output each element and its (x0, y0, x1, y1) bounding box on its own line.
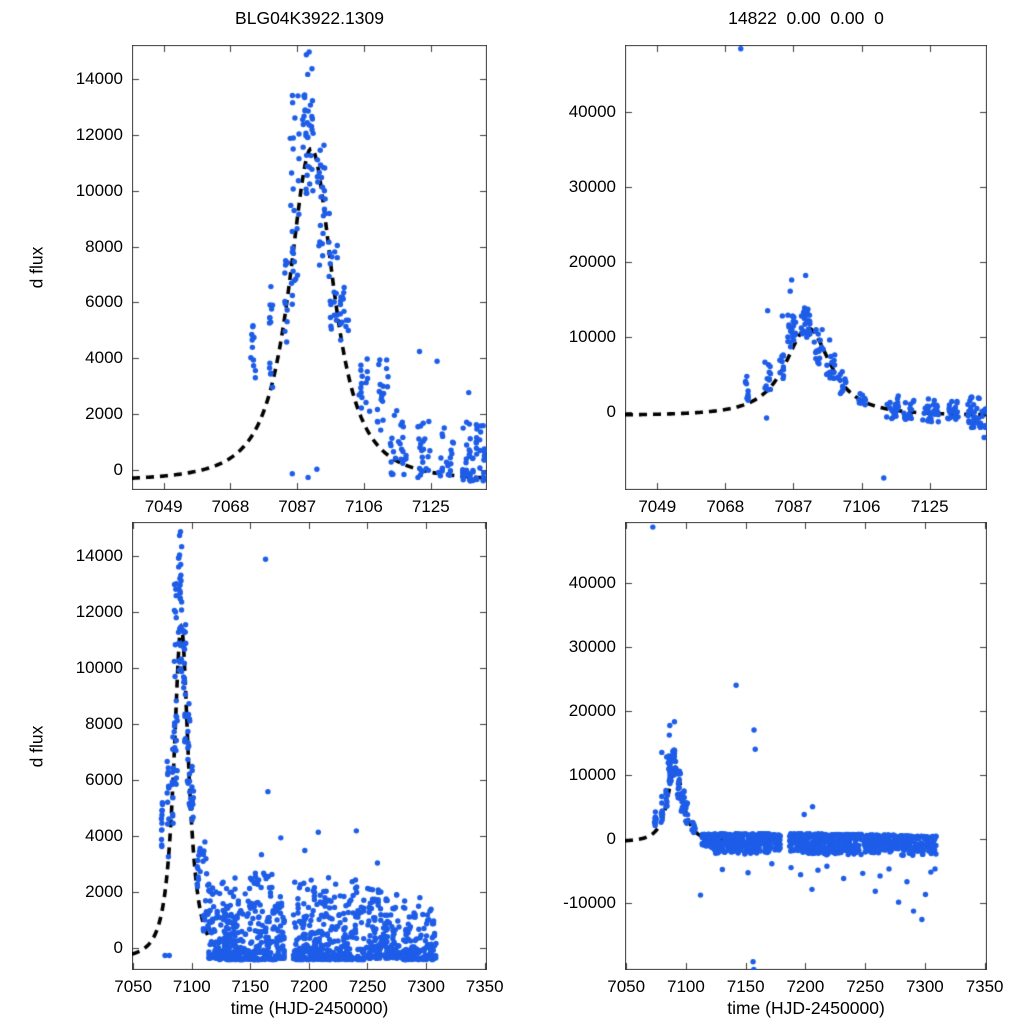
y-tick-label: -10000 (563, 892, 616, 912)
plot-canvas-top-left (132, 45, 487, 490)
x-tick-label: 7106 (842, 497, 881, 516)
x-tick-label: 7350 (465, 977, 504, 996)
x-tick-label: 7300 (905, 977, 944, 996)
y-tick-label: 30000 (568, 176, 616, 196)
x-tick-label: 7350 (965, 977, 1004, 996)
x-tick-label: 7049 (638, 497, 677, 516)
x-tick-label: 7087 (278, 497, 317, 516)
y-tick-label: 14000 (75, 68, 123, 88)
x-tick-label: 7150 (231, 977, 270, 996)
x-axis-label-bottom-left: time (HJD-2450000) (230, 998, 389, 1018)
x-tick-label: 7049 (144, 497, 183, 516)
y-tick-label: 10000 (75, 180, 123, 200)
plot-canvas-bottom-right (625, 522, 987, 970)
y-tick-label: 12000 (75, 602, 123, 622)
y-tick-label: 20000 (568, 700, 616, 720)
x-tick-label: 7050 (607, 977, 646, 996)
x-tick-label: 7125 (910, 497, 949, 516)
x-tick-label: 7087 (774, 497, 813, 516)
x-tick-label: 7100 (172, 977, 211, 996)
y-tick-label: 20000 (568, 251, 616, 271)
y-tick-label: 14000 (75, 546, 123, 566)
x-tick-label: 7068 (706, 497, 745, 516)
panel-title-top-right: 14822 0.00 0.00 0 (728, 8, 884, 28)
x-tick-label: 7300 (407, 977, 445, 996)
y-tick-label: 2000 (85, 882, 123, 902)
y-tick-label: 40000 (568, 101, 616, 121)
y-tick-label: 2000 (85, 404, 123, 424)
y-tick-label: 30000 (568, 636, 616, 656)
y-tick-label: 4000 (85, 826, 123, 846)
y-tick-label: 6000 (85, 292, 123, 312)
x-tick-label: 7150 (726, 977, 765, 996)
x-tick-label: 7068 (211, 497, 250, 516)
plot-canvas-bottom-left (132, 522, 487, 970)
y-tick-label: 0 (113, 460, 123, 480)
panel-title-top-left: BLG04K3922.1309 (235, 8, 384, 28)
y-tick-label: 0 (606, 828, 616, 848)
x-tick-label: 7050 (114, 977, 153, 996)
x-tick-label: 7100 (667, 977, 705, 996)
y-tick-label: 0 (606, 401, 616, 421)
y-tick-label: 8000 (85, 236, 123, 256)
x-tick-label: 7125 (411, 497, 450, 516)
y-tick-label: 40000 (568, 572, 616, 592)
y-tick-label: 10000 (568, 326, 616, 346)
y-tick-label: 10000 (568, 764, 616, 784)
y-tick-label: 4000 (85, 348, 123, 368)
y-tick-label: 0 (113, 938, 123, 958)
x-tick-label: 7250 (846, 977, 885, 996)
x-tick-label: 7250 (348, 977, 387, 996)
x-tick-label: 7200 (289, 977, 328, 996)
plot-canvas-top-right (625, 45, 987, 490)
y-tick-label: 12000 (75, 124, 123, 144)
x-tick-label: 7106 (345, 497, 383, 516)
y-tick-label: 10000 (75, 658, 123, 678)
y-tick-label: 6000 (85, 770, 123, 790)
x-tick-label: 7200 (786, 977, 825, 996)
x-axis-label-bottom-right: time (HJD-2450000) (727, 998, 885, 1018)
y-tick-label: 8000 (85, 714, 123, 734)
